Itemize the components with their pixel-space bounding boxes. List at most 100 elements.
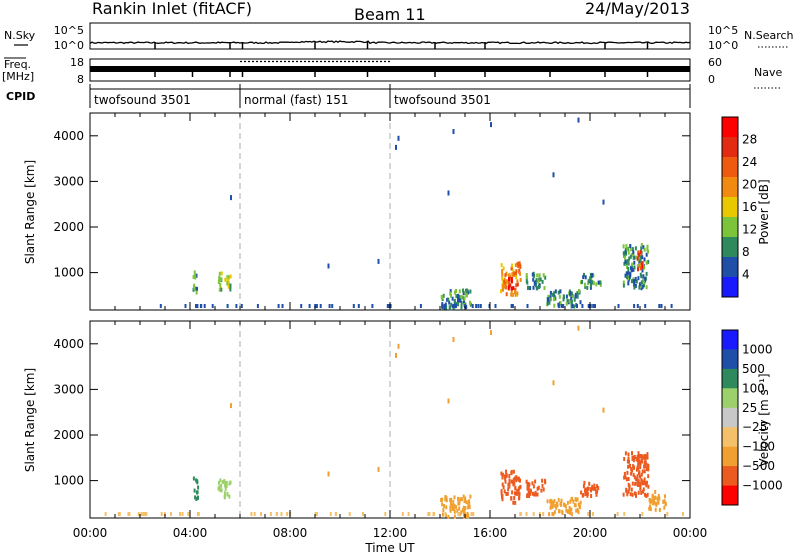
data-cell — [456, 509, 459, 513]
velocity-cbar-tick-label: −25 — [742, 420, 767, 434]
data-cell — [622, 283, 625, 288]
data-cell — [634, 481, 637, 486]
nave-label: Nave — [754, 66, 782, 79]
data-cell — [532, 285, 535, 290]
data-cell — [632, 255, 635, 260]
data-cell — [170, 512, 172, 516]
data-cell — [441, 502, 444, 507]
data-cell — [327, 263, 330, 269]
data-cell — [508, 474, 511, 478]
data-cell — [528, 491, 531, 496]
data-cell — [505, 292, 508, 297]
data-cell — [643, 265, 646, 270]
data-cell — [565, 294, 568, 299]
data-cell — [625, 487, 628, 492]
data-cell — [457, 512, 460, 516]
data-cell — [622, 492, 625, 497]
data-cell — [448, 300, 451, 305]
data-cell — [682, 512, 684, 516]
data-cell — [547, 294, 550, 299]
data-cell — [624, 255, 627, 260]
data-cell — [504, 281, 507, 286]
data-cell — [515, 478, 518, 483]
data-cell — [549, 295, 552, 300]
data-cell — [627, 250, 630, 255]
data-cell — [585, 491, 588, 496]
velocity-cbar-tick-label: 1000 — [742, 342, 773, 356]
velocity-marks — [104, 321, 684, 519]
data-cell — [616, 512, 619, 516]
data-cell — [220, 287, 223, 292]
data-cell — [527, 484, 530, 489]
data-cell — [515, 283, 518, 288]
data-cell — [503, 474, 506, 479]
data-cell — [512, 469, 515, 474]
data-cell — [463, 300, 466, 305]
data-cell — [624, 451, 627, 456]
cpid-segment-label: twofsound 3501 — [94, 93, 191, 107]
data-cell — [451, 296, 454, 301]
data-cell — [544, 275, 547, 280]
data-cell — [463, 506, 466, 511]
data-cell — [643, 469, 646, 474]
data-cell — [549, 499, 552, 504]
data-cell — [516, 291, 519, 296]
data-cell — [589, 279, 592, 284]
data-cell — [225, 483, 228, 488]
data-cell — [627, 281, 630, 286]
data-cell — [510, 289, 513, 293]
freq-left-top-tick: 18 — [70, 56, 84, 69]
data-cell — [516, 282, 519, 287]
data-cell — [223, 479, 226, 484]
data-cell — [465, 514, 468, 519]
xlabel: Time UT — [364, 541, 415, 554]
x-tick-label: 00:00 — [673, 526, 708, 540]
data-cell — [576, 497, 579, 502]
data-cell — [643, 464, 646, 469]
data-cell — [622, 244, 625, 249]
data-cell — [226, 277, 229, 282]
data-cell — [452, 337, 455, 342]
data-cell — [501, 475, 504, 480]
data-cell — [633, 260, 636, 265]
data-cell — [510, 279, 513, 284]
data-cell — [634, 283, 637, 288]
data-cell — [563, 503, 566, 508]
data-cell — [638, 454, 641, 458]
data-cell — [637, 479, 639, 484]
data-cell — [441, 295, 444, 300]
data-cell — [643, 481, 646, 486]
data-cell — [526, 483, 529, 488]
data-cell — [211, 304, 214, 308]
data-cell — [526, 304, 529, 308]
data-cell — [554, 289, 557, 294]
data-cell — [644, 481, 647, 486]
data-cell — [589, 276, 592, 281]
data-cell — [526, 493, 529, 498]
data-cell — [641, 512, 644, 516]
velocity-cbar-swatch — [722, 446, 738, 467]
data-cell — [622, 280, 625, 285]
data-cell — [584, 275, 587, 280]
data-cell — [647, 467, 650, 472]
data-cell — [640, 243, 643, 247]
data-cell — [515, 275, 518, 280]
data-cell — [626, 477, 628, 482]
data-cell — [533, 280, 536, 285]
data-cell — [633, 455, 635, 460]
power-cbar-tick-label: 24 — [742, 155, 757, 169]
data-cell — [455, 294, 458, 299]
data-cell — [630, 471, 633, 476]
data-cell — [226, 281, 229, 286]
data-cell — [624, 273, 627, 278]
data-cell — [510, 496, 513, 501]
data-cell — [371, 304, 374, 308]
data-cell — [253, 512, 256, 516]
data-cell — [586, 285, 589, 290]
data-cell — [655, 502, 658, 507]
data-cell — [469, 300, 471, 305]
data-cell — [628, 256, 631, 261]
data-cell — [559, 289, 562, 294]
data-cell — [663, 505, 666, 510]
data-cell — [501, 497, 504, 502]
